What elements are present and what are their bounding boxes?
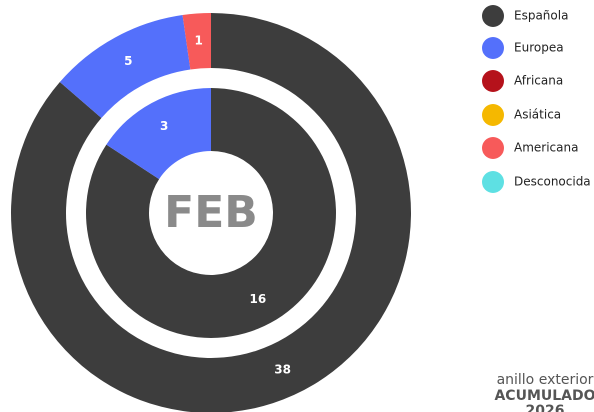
- legend-swatch: [482, 137, 504, 159]
- legend-label: Africana: [514, 74, 563, 88]
- data-label: 1: [195, 33, 203, 47]
- donut-slice: [85, 88, 337, 339]
- legend-label: Desconocida: [514, 175, 591, 189]
- legend-swatch: [482, 37, 504, 59]
- center-label: FEB: [164, 187, 258, 238]
- legend-label: Española: [514, 9, 568, 23]
- donut-slice: [182, 13, 211, 70]
- donut-slice: [106, 88, 211, 180]
- annotation: ACUMULADO: [494, 388, 594, 404]
- legend-label: Europea: [514, 41, 564, 55]
- data-label: 38: [274, 362, 291, 376]
- legend-swatch: [482, 171, 504, 193]
- annotation: anillo exterior: [497, 372, 594, 388]
- legend-label: Americana: [514, 141, 578, 155]
- data-label: 5: [124, 54, 132, 68]
- data-label: 3: [160, 119, 168, 133]
- donut-slice: [59, 15, 191, 119]
- legend-swatch: [482, 104, 504, 126]
- legend-label: Asiática: [514, 108, 561, 122]
- legend-swatch: [482, 70, 504, 92]
- annotation: 2026: [526, 403, 565, 412]
- data-label: 16: [250, 292, 267, 306]
- legend-swatch: [482, 5, 504, 27]
